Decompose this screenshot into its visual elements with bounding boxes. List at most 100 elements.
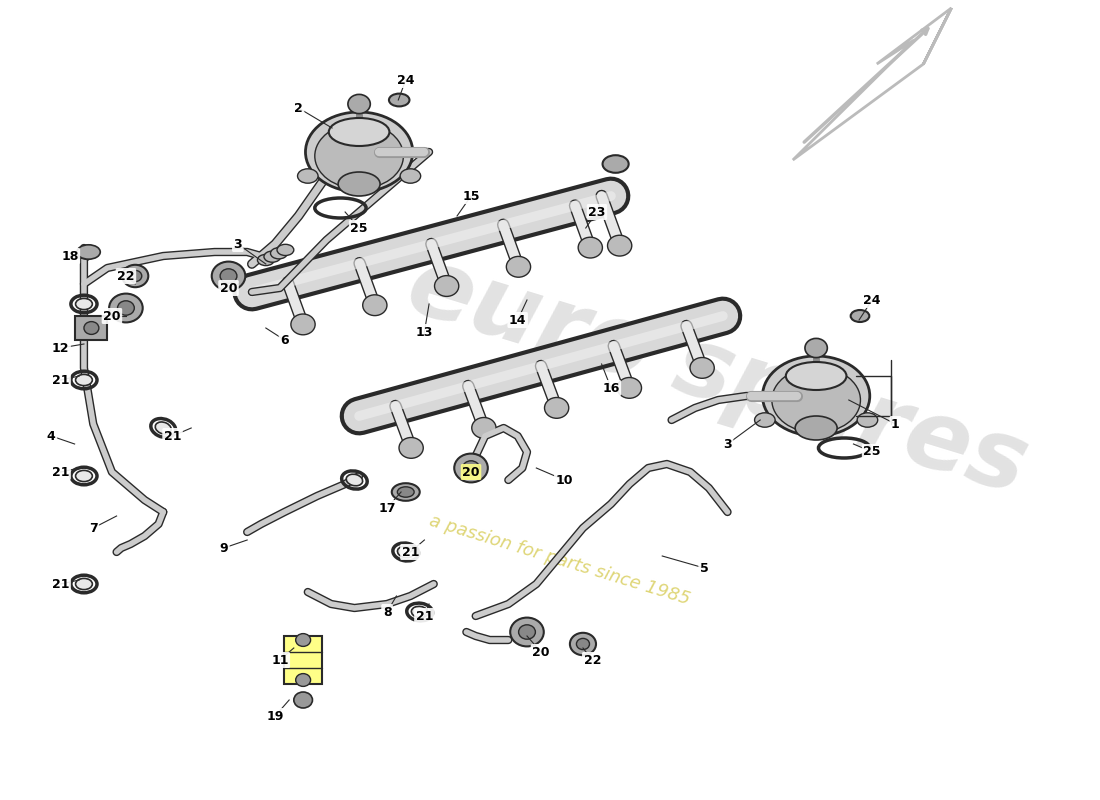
Ellipse shape [795,416,837,440]
Circle shape [463,461,480,475]
Ellipse shape [77,245,100,259]
Circle shape [399,438,424,458]
Text: 5: 5 [700,562,708,574]
Text: 18: 18 [62,250,78,262]
Ellipse shape [338,172,381,196]
Circle shape [109,294,143,322]
Circle shape [220,269,236,283]
Text: 20: 20 [462,466,480,478]
Text: 21: 21 [164,430,182,442]
Text: 10: 10 [556,474,573,486]
Polygon shape [75,316,108,340]
Ellipse shape [603,155,629,173]
Text: euro: euro [396,239,662,401]
Text: 16: 16 [603,382,619,394]
Ellipse shape [306,112,412,192]
Circle shape [348,94,371,114]
Ellipse shape [346,474,363,486]
Text: 7: 7 [89,522,98,534]
Ellipse shape [264,251,280,262]
Text: 20: 20 [220,282,238,294]
Ellipse shape [397,546,414,558]
Ellipse shape [400,169,420,183]
Ellipse shape [76,470,92,482]
Ellipse shape [329,118,389,146]
Text: 13: 13 [416,326,433,338]
Text: spares: spares [662,318,1038,514]
Ellipse shape [257,254,274,266]
Circle shape [118,301,134,315]
Circle shape [690,358,714,378]
Circle shape [296,634,310,646]
Text: 21: 21 [52,578,69,590]
Circle shape [570,633,596,655]
Ellipse shape [389,94,409,106]
Circle shape [84,322,99,334]
Ellipse shape [76,578,92,590]
Ellipse shape [315,123,404,189]
Circle shape [122,265,149,287]
Circle shape [805,338,827,358]
Circle shape [296,674,310,686]
Circle shape [363,295,387,316]
Text: 21: 21 [402,546,419,558]
Text: 24: 24 [397,74,415,86]
Circle shape [518,625,536,639]
Text: 23: 23 [588,206,606,218]
Ellipse shape [277,244,294,255]
Ellipse shape [76,298,92,310]
Ellipse shape [76,374,92,386]
Text: 21: 21 [52,466,69,478]
Ellipse shape [850,310,869,322]
Text: 3: 3 [233,238,242,250]
Circle shape [607,235,631,256]
Text: 25: 25 [351,222,367,234]
Text: 25: 25 [864,446,881,458]
Polygon shape [285,636,322,684]
Circle shape [129,270,142,282]
Text: 24: 24 [864,294,881,306]
Text: 15: 15 [462,190,480,202]
Text: 8: 8 [383,606,392,618]
Ellipse shape [785,362,847,390]
Circle shape [576,638,590,650]
Circle shape [579,238,603,258]
Ellipse shape [762,356,870,436]
Text: 14: 14 [509,314,527,326]
Ellipse shape [772,367,860,433]
Text: a passion for parts since 1985: a passion for parts since 1985 [427,512,692,608]
Text: 21: 21 [416,610,433,622]
Circle shape [544,398,569,418]
Ellipse shape [155,422,172,434]
Ellipse shape [755,413,775,427]
Circle shape [617,378,641,398]
Text: 4: 4 [47,430,56,442]
Text: 21: 21 [52,374,69,386]
Text: 19: 19 [266,710,284,722]
Text: 2: 2 [294,102,302,114]
Ellipse shape [297,169,318,183]
Text: 6: 6 [280,334,289,346]
Circle shape [454,454,487,482]
Text: 11: 11 [271,654,288,666]
Text: 9: 9 [220,542,228,554]
Text: 20: 20 [103,310,121,322]
Ellipse shape [397,486,414,498]
Text: 20: 20 [532,646,550,658]
Circle shape [211,262,245,290]
Ellipse shape [271,248,287,259]
Text: 22: 22 [118,270,134,282]
Circle shape [506,257,530,278]
Circle shape [434,276,459,297]
Text: 12: 12 [52,342,69,354]
Circle shape [290,314,315,335]
Text: 1: 1 [891,418,900,430]
Ellipse shape [857,413,878,427]
Circle shape [510,618,543,646]
Text: 17: 17 [378,502,396,514]
Ellipse shape [392,483,420,501]
Circle shape [472,418,496,438]
Text: 22: 22 [583,654,601,666]
Ellipse shape [411,606,428,618]
Circle shape [294,692,312,708]
